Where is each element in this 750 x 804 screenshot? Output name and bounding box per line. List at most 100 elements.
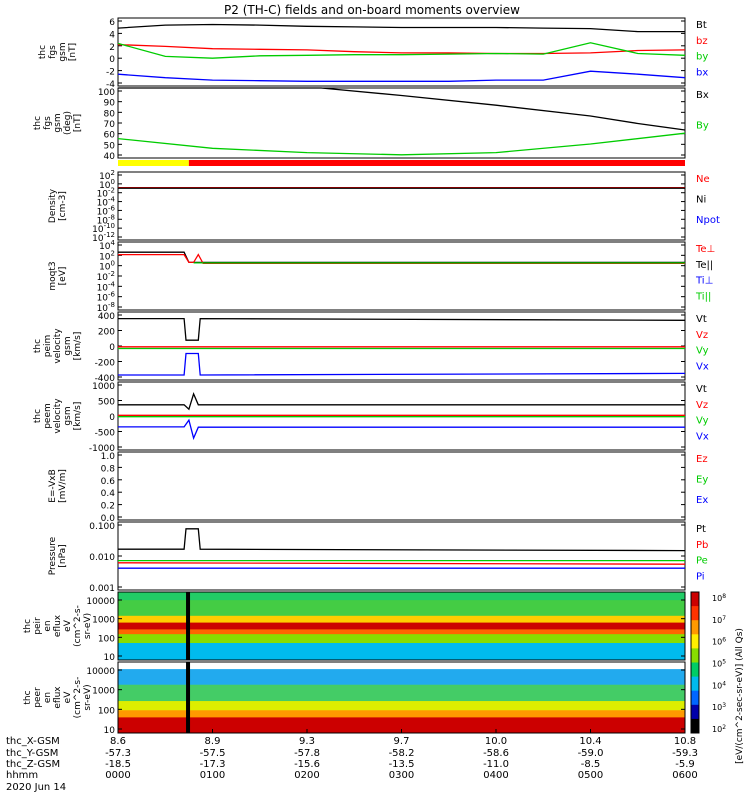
legend-Bx: Bx [696,90,709,101]
x-tick-label: 10.8 [674,736,696,747]
colorbar-tick-label: 108 [712,593,726,603]
y-tick-label: 80 [104,109,116,119]
y-axis-label-line: thc [33,409,43,423]
y-tick-label: 1000 [92,382,115,392]
legend-Ex: Ex [696,495,708,506]
series-Vx [118,418,685,441]
y-tick-label: 0.0 [101,514,116,524]
panel-frame [117,17,686,87]
panel-efield: E=-VxB [mV/m] Ez Ey Ex [48,451,708,521]
y-tick-label: 40 [104,152,116,162]
spectrogram-gap [186,592,191,660]
spectrogram-band [118,717,685,734]
y-tick-label: 2 [109,43,115,53]
colorbar-step [691,662,699,678]
legend-Pi: Pi [696,571,705,582]
x-tick-label: -8.5 [581,759,601,770]
colorbar-tick-label: 104 [712,680,726,690]
x-tick-label: -13.5 [389,759,415,770]
y-tick-label: 0.8 [101,464,116,474]
y-axis-label-line: thc [33,339,43,353]
y-axis-label-line: eflux [53,614,63,637]
y-axis-label-line: (deg) [63,111,73,135]
y-axis-label-line: peer [33,687,43,708]
panel-frame [117,521,686,591]
colorbar-tick-label: 103 [712,702,726,712]
y-tick-label: 6 [109,18,115,28]
y-axis-label-line: [nPa] [58,544,68,567]
y-axis-label-line: [cm-3] [58,191,68,221]
x-tick-label: 10.4 [579,736,601,747]
y-tick-label: 100 [99,178,115,191]
colorbar-step [691,704,699,720]
legend-Bt: Bt [696,20,707,31]
legend-Vt: Vt [696,314,707,325]
colorbar: 108 107 106 105 104 103 102 [eV/(cm^2-sec-sr-eV… [690,591,745,764]
x-tick-label: -15.6 [294,759,320,770]
panel-density: Density [cm-3] Ne Ni Npot [48,171,720,241]
y-tick-label: 0 [109,413,115,423]
y-axis-label: thc fgs gsm [nT] [38,42,78,61]
y-axis-label-line: [nT] [73,114,83,132]
y-tick-label: 0.6 [101,477,116,487]
colorbar-tick-label: 102 [712,724,726,734]
series-bz [117,43,686,55]
x-tick-label: -59.0 [578,748,604,759]
panel-mode_bar [118,160,685,166]
colorbar-step [691,690,699,706]
y-tick-label: 1.0 [101,452,116,462]
y-tick-label: 0.2 [101,502,115,512]
y-axis-label-line: velocity [53,398,63,434]
y-tick-label: 0 [109,55,115,65]
x-tick-label: 0600 [672,770,697,781]
panel-frame [117,241,686,311]
panel-peim_vel: thc peim velocity gsm [km/s] Vt Vz Vy Vx [33,311,709,381]
x-tick-label: -57.8 [294,748,320,759]
spectrogram-band [118,643,685,661]
y-axis-label-line: en [43,692,53,703]
x-tick-label: 10.0 [485,736,507,747]
y-tick-label: 10-2 [97,270,115,283]
spectrogram-band [118,662,685,670]
spectrogram-gap [186,662,191,733]
mode-segment [188,160,685,166]
y-axis-label-line: eflux [53,686,63,709]
y-tick-label: 10 [104,653,116,663]
y-axis-label-line: gsm [63,406,73,425]
y-tick-label: 90 [104,99,116,109]
y-tick-label: 0.001 [89,584,115,594]
panel-peem_vel: thc peem velocity gsm [km/s] Vt Vz Vy Vx [33,381,709,451]
y-tick-label: 1000 [92,687,115,697]
colorbar-step [691,620,699,635]
legend-Vz: Vz [696,330,708,341]
y-tick-label: 100 [98,706,115,716]
colorbar-tick-label: 107 [712,615,726,625]
x-tick-label: 8.6 [110,736,126,747]
y-tick-label: 0 [109,343,115,353]
y-tick-label: -4 [106,80,115,90]
x-tick-label: -59.3 [672,748,698,759]
y-axis-label-line: (cm^2-s- [73,677,83,719]
y-axis-label-line: gsm [63,336,73,355]
series-By [117,132,686,156]
legend-Ez: Ez [696,454,708,465]
x-tick-label: -58.6 [483,748,509,759]
panel-frame [117,451,686,521]
y-tick-label: 0.010 [89,553,115,563]
x-tick-label: 0300 [389,770,414,781]
y-tick-label: 100 [98,634,115,644]
panel-temp: moqt3 [eV] Te⊥ Te|| Ti⊥ Ti|| [48,241,715,311]
y-axis-label: E=-VxB [mV/m] [48,469,68,503]
y-tick-label: 100 [98,88,115,98]
legend-bz: bz [696,36,708,47]
y-axis-label-line: gsm [53,113,63,132]
legend-Vt: Vt [696,384,707,395]
ephem-label: thc_Z-GSM [6,759,60,770]
legend-Pt: Pt [696,524,706,535]
y-tick-label: 100 [99,260,115,273]
x-tick-label: 0500 [578,770,603,781]
series-Te|| [118,251,685,264]
legend-Te||: Te|| [695,260,713,271]
y-axis-label-line: thc [23,619,33,633]
